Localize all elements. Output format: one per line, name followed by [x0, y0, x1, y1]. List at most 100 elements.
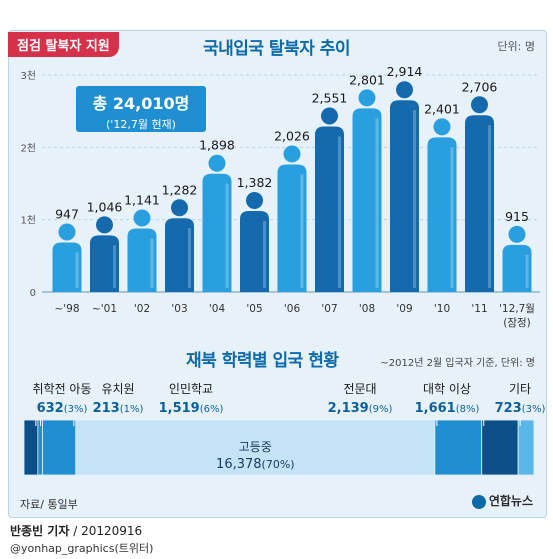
category-label: '07	[321, 303, 337, 315]
segment-1	[37, 419, 43, 476]
bar-head	[96, 216, 113, 234]
bar-highlight	[450, 147, 454, 288]
bar-head	[133, 209, 151, 227]
bar-head	[208, 154, 226, 172]
section2-title: 재북 학력별 입국 현황	[186, 351, 339, 371]
category-label: '05	[246, 303, 262, 315]
bar-highlight	[338, 136, 341, 288]
legend-name: 대학 이상	[423, 382, 471, 396]
total-line2: ('12,7월 현재)	[106, 118, 176, 131]
yonhap-logo: 연합뉴스	[471, 492, 533, 509]
legend-value: 723(3%)	[495, 401, 546, 416]
bar-body	[465, 115, 494, 293]
twitter-handle: @yonhap_graphics(트위터)	[10, 542, 154, 555]
legend-value-pct: (9%)	[369, 404, 393, 415]
credit-date: / 20120916	[69, 524, 143, 538]
bar-highlight	[300, 174, 304, 288]
category-label: '03	[171, 303, 187, 315]
unit-label: 단위: 명	[497, 40, 535, 53]
bar-head	[58, 223, 76, 241]
bar-head	[471, 96, 488, 114]
category-label: '06	[284, 303, 301, 315]
bar-body	[127, 228, 157, 292]
value-label: 947	[55, 207, 79, 222]
bar-body	[165, 218, 194, 292]
bar-highlight	[263, 221, 266, 288]
bar-head	[433, 118, 451, 136]
legend-value: 632(3%)	[37, 401, 88, 416]
logo-circle-icon	[471, 494, 486, 509]
category-label: '12,7월	[499, 303, 535, 315]
bar-0	[52, 223, 82, 292]
bar-head	[396, 81, 413, 99]
legend-value: 213(1%)	[93, 401, 144, 416]
chart-title: 국내입국 탈북자 추이	[202, 39, 351, 59]
bar-highlight	[225, 183, 229, 288]
category-label: '08	[359, 303, 375, 315]
segment-value: 16,378	[216, 457, 262, 472]
value-label: 1,046	[87, 199, 123, 214]
value-label: 2,551	[312, 90, 348, 105]
legend-name: 취학전 아동	[32, 382, 91, 396]
bar-highlight	[488, 125, 491, 289]
legend-value-number: 723	[495, 401, 522, 416]
y-tick-label: 2천	[20, 142, 36, 154]
value-label: 1,898	[199, 138, 235, 153]
legend-value: 1,661(8%)	[415, 401, 480, 416]
value-label: 2,026	[274, 128, 310, 143]
legend-value-number: 213	[93, 401, 120, 416]
bar-body	[427, 137, 457, 292]
logo-text: 연합뉴스	[488, 494, 533, 508]
y-tick-label: 3천	[20, 70, 36, 82]
bar-head	[508, 225, 526, 243]
total-line1: 총 24,010명	[92, 94, 190, 113]
bar-head	[246, 192, 263, 210]
credit-name: 반종빈 기자	[10, 524, 70, 538]
legend-name: 기타	[509, 382, 531, 396]
bar-6	[277, 145, 307, 292]
value-label: 1,282	[162, 182, 198, 197]
bar-body	[502, 244, 532, 292]
category-label: '11	[471, 303, 487, 315]
segment-5	[481, 419, 519, 476]
legend-value: 1,519(6%)	[159, 401, 224, 416]
bar-2	[127, 209, 157, 292]
value-label: 2,914	[387, 64, 423, 79]
bar-body	[315, 126, 344, 293]
bar-12	[502, 225, 532, 292]
segment-2	[42, 419, 77, 476]
legend-value-number: 1,661	[415, 401, 456, 416]
bar-head	[283, 145, 301, 163]
bar-body	[390, 100, 419, 292]
y-tick-label: 0	[30, 288, 36, 299]
legend-name: 전문대	[343, 382, 376, 396]
bar-body	[52, 242, 82, 292]
credit: 반종빈 기자 / 20120916	[10, 522, 142, 539]
value-label: 2,706	[462, 79, 498, 94]
bar-4	[202, 154, 232, 292]
segment-3	[75, 419, 436, 476]
value-label: 2,401	[424, 101, 460, 116]
category-label: '09	[396, 303, 412, 315]
bar-11	[465, 96, 494, 293]
bar-highlight	[113, 245, 116, 288]
category-label: ~'01	[92, 303, 117, 315]
bar-highlight	[150, 238, 154, 288]
bar-body	[277, 164, 307, 292]
bar-9	[390, 81, 419, 292]
bar-5	[240, 192, 269, 292]
bar-highlight	[413, 110, 416, 288]
bar-1	[90, 216, 119, 292]
section2-note: ~2012년 2월 입국자 기준, 단위: 명	[380, 358, 535, 369]
category-label: ~'98	[54, 303, 79, 315]
category-label: '10	[434, 303, 450, 315]
value-label: 915	[505, 209, 529, 224]
bar-body	[240, 211, 269, 292]
category-label: '04	[209, 303, 226, 315]
segment-pct: (70%)	[262, 458, 295, 471]
bar-highlight	[375, 118, 379, 288]
value-label: 1,382	[237, 175, 273, 190]
segment-6	[517, 419, 535, 476]
bar-highlight	[525, 254, 529, 288]
